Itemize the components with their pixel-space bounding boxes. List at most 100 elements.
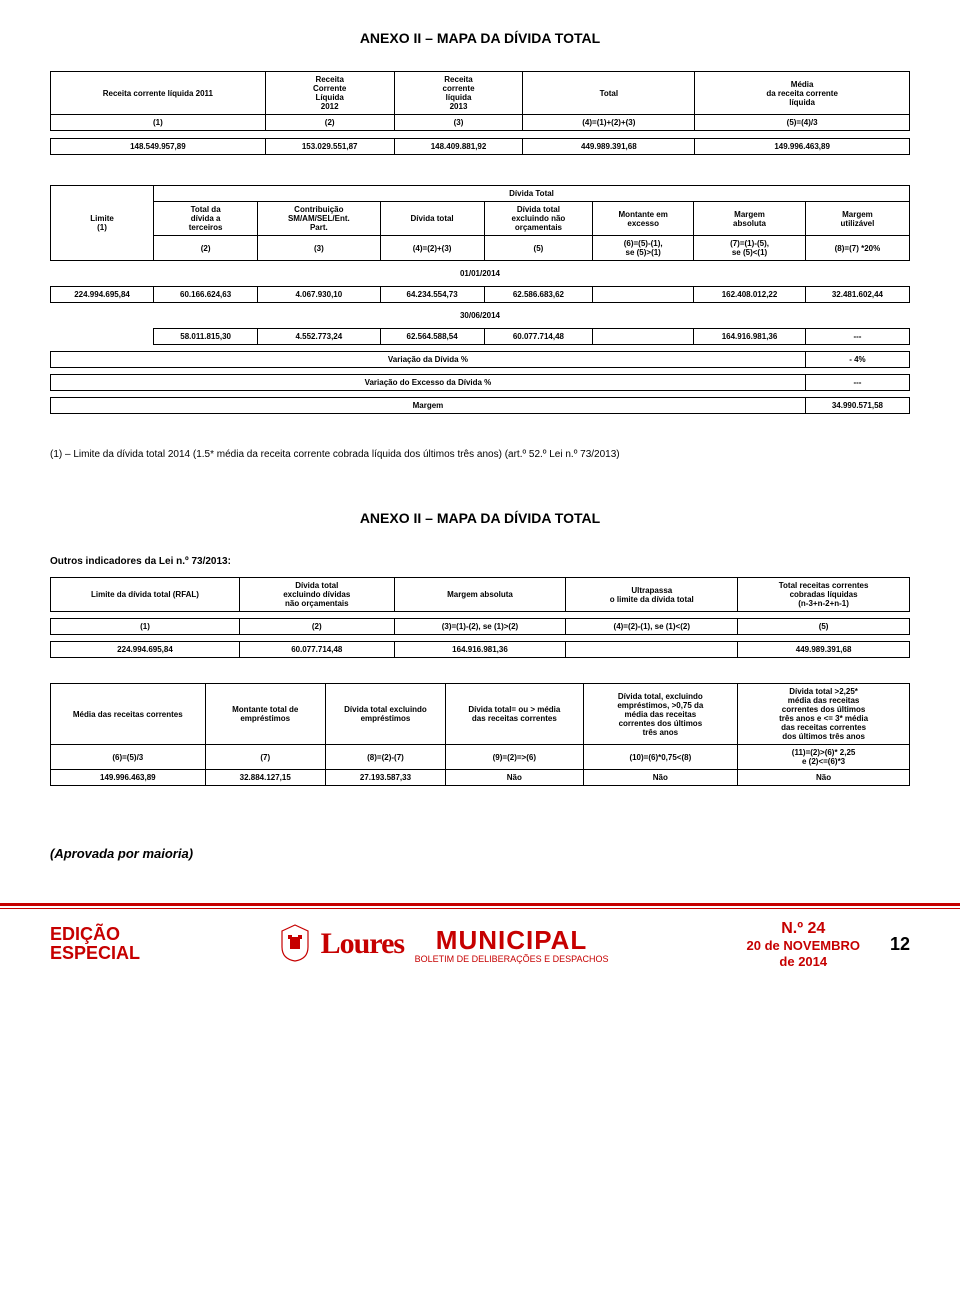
footer-especial: ESPECIAL	[50, 944, 140, 963]
table-media-receitas: Média das receitas correntes Montante to…	[50, 683, 910, 786]
coat-of-arms-icon	[278, 923, 312, 965]
th-c-c4: Ultrapassa o limite da dívida total	[566, 578, 738, 612]
variacao-divida-label: Variação da Dívida %	[51, 352, 806, 368]
cell: Não	[446, 770, 583, 786]
cell: (7)	[205, 745, 325, 770]
date-label-2: 30/06/2014	[51, 303, 910, 329]
cell: 62.586.683,62	[484, 287, 593, 303]
cell: 224.994.695,84	[51, 642, 240, 658]
cell: 149.996.463,89	[51, 770, 206, 786]
table-row: 148.549.957,89 153.029.551,87 148.409.88…	[51, 139, 910, 155]
th-c-c2: Dívida total excluindo dívidas não orçam…	[239, 578, 394, 612]
th-d-c4: Dívida total= ou > média das receitas co…	[446, 684, 583, 745]
anexo-title-2: ANEXO II – MAPA DA DÍVIDA TOTAL	[50, 510, 910, 526]
th-c-c1: Limite da dívida total (RFAL)	[51, 578, 240, 612]
th-a-c1: Receita corrente líquida 2011	[51, 72, 266, 115]
cell: (2)	[239, 619, 394, 635]
cell: 60.166.624,63	[154, 287, 258, 303]
th-b-c8: Margem utilizável	[805, 202, 909, 236]
divider-thick	[0, 903, 960, 906]
cell: (9)=(2)=>(6)	[446, 745, 583, 770]
cell: 153.029.551,87	[265, 139, 394, 155]
th-b-c7: Margem absoluta	[694, 202, 806, 236]
cell: 62.564.588,54	[380, 329, 484, 345]
table-row: (1) (2) (3)=(1)-(2), se (1)>(2) (4)=(2)-…	[51, 619, 910, 635]
cell: (6)=(5)/3	[51, 745, 206, 770]
th-b-c5: Dívida total excluindo não orçamentais	[484, 202, 593, 236]
cell: (11)=(2)>(6)* 2,25 e (2)<=(6)*3	[738, 745, 910, 770]
table-receita: Receita corrente líquida 2011 Receita Co…	[50, 71, 910, 155]
cell: 224.994.695,84	[51, 287, 154, 303]
cell	[566, 642, 738, 658]
th-a-c5: Média da receita corrente líquida	[695, 72, 910, 115]
footer-date-line2: de 2014	[747, 954, 860, 970]
table-row: 224.994.695,84 60.077.714,48 164.916.981…	[51, 642, 910, 658]
table-row: 149.996.463,89 32.884.127,15 27.193.587,…	[51, 770, 910, 786]
table-row: 58.011.815,30 4.552.773,24 62.564.588,54…	[51, 329, 910, 345]
cell: (4)=(1)+(2)+(3)	[523, 115, 695, 131]
cell: (3)=(1)-(2), se (1)>(2)	[394, 619, 566, 635]
cell: 449.989.391,68	[738, 642, 910, 658]
footer-date-line1: 20 de NOVEMBRO	[747, 938, 860, 954]
cell: 32.481.602,44	[805, 287, 909, 303]
divider-thin	[0, 908, 960, 909]
cell: 60.077.714,48	[484, 329, 593, 345]
cell: (6)=(5)-(1), se (5)>(1)	[593, 236, 694, 261]
cell: (1)	[51, 619, 240, 635]
cell: (4)=(2)-(1), se (1)<(2)	[566, 619, 738, 635]
footer-municipal: MUNICIPAL	[415, 925, 609, 956]
th-d-c1: Média das receitas correntes	[51, 684, 206, 745]
cell: (5)	[484, 236, 593, 261]
variacao-divida-val: - 4%	[805, 352, 909, 368]
cell: 58.011.815,30	[154, 329, 258, 345]
cell: (1)	[51, 115, 266, 131]
cell: (10)=(6)*0,75<(8)	[583, 745, 738, 770]
cell: (8)=(7) *20%	[805, 236, 909, 261]
date-label-1: 01/01/2014	[51, 261, 910, 287]
cell: 149.996.463,89	[695, 139, 910, 155]
cell: 4.552.773,24	[258, 329, 380, 345]
cell: (7)=(1)-(5), se (5)<(1)	[694, 236, 806, 261]
cell: 449.989.391,68	[523, 139, 695, 155]
cell: (2)	[154, 236, 258, 261]
cell: (4)=(2)+(3)	[380, 236, 484, 261]
page-number: 12	[890, 934, 910, 955]
page-footer: EDIÇÃO ESPECIAL Loures MUNICIPAL BOLETIM…	[0, 913, 960, 979]
table-divida-total: Limite (1) Dívida Total Total da dívida …	[50, 185, 910, 414]
approval-text: (Aprovada por maioria)	[50, 846, 910, 861]
cell: 4.067.930,10	[258, 287, 380, 303]
cell: (2)	[265, 115, 394, 131]
cell: 60.077.714,48	[239, 642, 394, 658]
th-d-c3: Dívida total excluindo empréstimos	[325, 684, 445, 745]
cell: (3)	[394, 115, 523, 131]
cell: 32.884.127,15	[205, 770, 325, 786]
th-d-c5: Dívida total, excluindo empréstimos, >0,…	[583, 684, 738, 745]
cell: (5)	[738, 619, 910, 635]
margem-label: Margem	[51, 398, 806, 414]
cell: 162.408.012,22	[694, 287, 806, 303]
th-b-c3: Contribuição SM/AM/SEL/Ent. Part.	[258, 202, 380, 236]
cell: 27.193.587,33	[325, 770, 445, 786]
footer-issue-number: N.º 24	[747, 919, 860, 938]
cell: 148.409.881,92	[394, 139, 523, 155]
th-a-c4: Total	[523, 72, 695, 115]
footer-boletim: BOLETIM DE DELIBERAÇÕES E DESPACHOS	[415, 954, 609, 964]
th-b-c4: Dívida total	[380, 202, 484, 236]
cell: (5)=(4)/3	[695, 115, 910, 131]
cell: (8)=(2)-(7)	[325, 745, 445, 770]
th-a-c3: Receita corrente líquida 2013	[394, 72, 523, 115]
table-row: (6)=(5)/3 (7) (8)=(2)-(7) (9)=(2)=>(6) (…	[51, 745, 910, 770]
th-limite: Limite (1)	[51, 186, 154, 261]
anexo-title-1: ANEXO II – MAPA DA DÍVIDA TOTAL	[50, 30, 910, 46]
cell: 164.916.981,36	[394, 642, 566, 658]
cell: Não	[738, 770, 910, 786]
margem-val: 34.990.571,58	[805, 398, 909, 414]
table-row: 224.994.695,84 60.166.624,63 4.067.930,1…	[51, 287, 910, 303]
cell: 148.549.957,89	[51, 139, 266, 155]
cell: 64.234.554,73	[380, 287, 484, 303]
th-c-c5: Total receitas correntes cobradas líquid…	[738, 578, 910, 612]
cell: 164.916.981,36	[694, 329, 806, 345]
outros-indicadores-heading: Outros indicadores da Lei n.º 73/2013:	[50, 556, 910, 567]
th-d-c2: Montante total de empréstimos	[205, 684, 325, 745]
footer-edicao: EDIÇÃO	[50, 925, 140, 944]
